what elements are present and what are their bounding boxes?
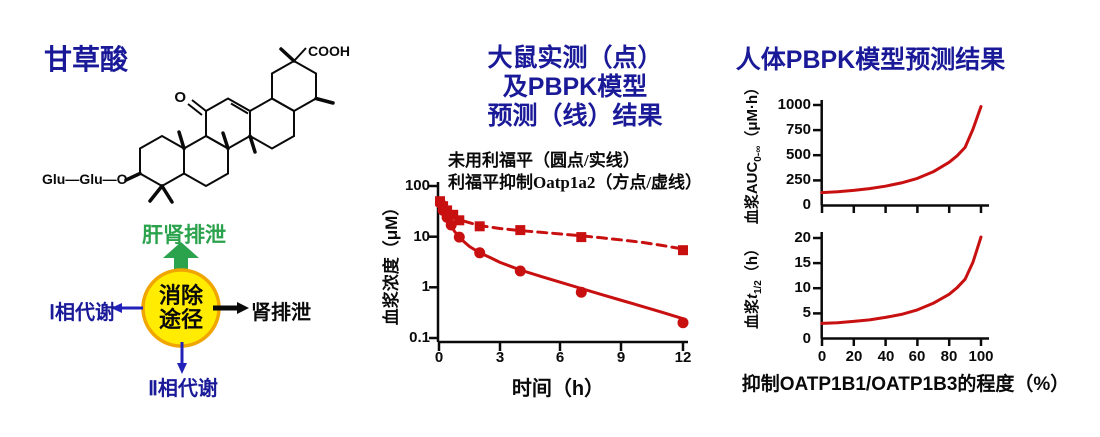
legend-no-rifampicin: 未用利福平（圆点/实线） bbox=[448, 151, 640, 170]
triterpene-rings bbox=[139, 47, 317, 188]
auc-ylabel-sub: 0-∞ bbox=[753, 145, 764, 162]
hepatorenal-excretion-label: 肝肾排泄 bbox=[142, 224, 226, 247]
rat-circle-point bbox=[514, 265, 526, 277]
hub-line-2: 途径 bbox=[158, 307, 203, 333]
rat-chart: 100 10 1 0.1 0 3 6 9 12 血浆浓度（μM） 时间（h） bbox=[370, 170, 720, 400]
t12-ytick-0: 0 bbox=[802, 330, 811, 347]
t12-ylabel-sub: 1/2 bbox=[753, 280, 764, 295]
rat-chart-plot bbox=[429, 182, 689, 351]
rat-circle-point bbox=[453, 231, 465, 243]
left-arrow bbox=[111, 303, 143, 313]
rat-xtick-6: 6 bbox=[555, 349, 565, 366]
rat-ytick-100: 100 bbox=[404, 177, 430, 194]
pathway-diagram bbox=[111, 242, 249, 374]
phase1-metabolism-label: Ⅰ相代谢 bbox=[49, 302, 115, 324]
t12-ylabel-italic: t bbox=[744, 294, 761, 300]
auc-prediction-line bbox=[820, 105, 983, 195]
rat-ytick-1: 1 bbox=[421, 278, 430, 295]
rat-square-point bbox=[448, 209, 459, 220]
compound-title: 甘草酸 bbox=[44, 44, 129, 75]
rat-ylabel: 血浆浓度（μM） bbox=[382, 198, 401, 326]
human-xtick-60: 60 bbox=[908, 348, 926, 365]
rat-xtick-3: 3 bbox=[495, 349, 505, 366]
up-block-arrow bbox=[163, 242, 199, 276]
methyl-wedges bbox=[124, 47, 335, 204]
human-series-group bbox=[820, 105, 983, 325]
rat-square-point bbox=[678, 245, 688, 256]
t12-ytick-15: 15 bbox=[794, 254, 811, 271]
ketone-double-bond bbox=[187, 99, 207, 116]
auc-ytick-1000: 1000 bbox=[777, 96, 811, 113]
human-panel-title: 人体PBPK模型预测结果 bbox=[735, 46, 1006, 74]
t12-ylabel-main: 血浆 bbox=[744, 299, 761, 330]
rat-ytick-10: 10 bbox=[413, 228, 430, 245]
cooh-label: COOH bbox=[308, 45, 350, 59]
rat-model-line-solid bbox=[437, 200, 685, 321]
hub-line-1: 消除 bbox=[158, 283, 203, 308]
auc-ylabel: 血浆AUC0-∞（μM·h） bbox=[741, 77, 764, 227]
rat-square-point bbox=[454, 215, 465, 226]
rat-xtick-9: 9 bbox=[616, 349, 626, 366]
t12-ylabel: 血浆t1/2（h） bbox=[741, 230, 764, 340]
rat-square-point bbox=[576, 232, 587, 243]
cooh-bond bbox=[293, 47, 307, 62]
human-xtick-40: 40 bbox=[877, 348, 895, 365]
rat-xlabel: 时间（h） bbox=[511, 378, 605, 400]
rat-chart-title: 大鼠实测（点） 及PBPK模型 预测（线）结果 bbox=[430, 44, 720, 131]
auc-ylabel-main: 血浆AUC bbox=[744, 161, 761, 225]
rat-xtick-0: 0 bbox=[434, 349, 444, 366]
rat-circle-point bbox=[445, 219, 457, 231]
phase2-metabolism-label: Ⅱ相代谢 bbox=[148, 378, 218, 400]
auc-ytick-750: 750 bbox=[785, 121, 811, 138]
auc-axes bbox=[813, 100, 989, 213]
rat-series-group bbox=[434, 196, 689, 329]
c12-c13-double-bond bbox=[230, 102, 249, 115]
right-arrow bbox=[213, 302, 249, 314]
down-arrow bbox=[177, 342, 187, 374]
rat-xtick-12: 12 bbox=[674, 349, 692, 366]
auc-ytick-500: 500 bbox=[785, 146, 811, 163]
rat-square-point bbox=[474, 221, 485, 232]
human-xtick-80: 80 bbox=[940, 348, 958, 365]
rat-square-point bbox=[435, 196, 445, 207]
elimination-hub-text: 消除 途径 bbox=[136, 283, 226, 333]
human-charts: 1000 750 500 250 0 20 15 10 5 0 0 20 40 … bbox=[725, 80, 1100, 410]
renal-excretion-label: 肾排泄 bbox=[251, 302, 311, 324]
rat-circle-point bbox=[677, 317, 689, 329]
rat-circle-point bbox=[575, 286, 587, 298]
human-xtick-20: 20 bbox=[845, 348, 863, 365]
t12-ytick-10: 10 bbox=[794, 279, 811, 296]
auc-ytick-0: 0 bbox=[802, 196, 811, 213]
chemical-structure: COOH O Glu—Glu—O bbox=[42, 45, 350, 204]
legend-rifampicin-oatp1a2: 利福平抑制Oatp1a2（方点/虚线） bbox=[448, 173, 703, 192]
t12-prediction-line bbox=[820, 235, 983, 325]
rat-ytick-01: 0.1 bbox=[409, 329, 430, 346]
auc-ytick-250: 250 bbox=[785, 171, 811, 188]
t12-ytick-20: 20 bbox=[794, 229, 811, 246]
human-charts-plot bbox=[813, 100, 989, 346]
t12-ylabel-unit: （h） bbox=[744, 240, 761, 281]
rat-circle-point bbox=[474, 247, 486, 259]
auc-ylabel-unit: （μM·h） bbox=[744, 79, 761, 146]
rat-title-line-1: 大鼠实测（点） bbox=[487, 44, 663, 72]
human-xlabel: 抑制OATP1B1/OATP1B3的程度（%） bbox=[741, 374, 1070, 395]
rat-square-point bbox=[515, 225, 526, 236]
ketone-oxygen-label: O bbox=[174, 89, 186, 106]
rat-title-line-3: 预测（线）结果 bbox=[487, 102, 663, 130]
t12-axes bbox=[813, 232, 989, 346]
rat-axes bbox=[429, 182, 688, 351]
rat-title-line-2: 及PBPK模型 bbox=[502, 73, 648, 101]
glycoside-label: Glu—Glu—O bbox=[42, 171, 128, 187]
human-xtick-0: 0 bbox=[817, 348, 827, 365]
rat-square-point bbox=[442, 205, 453, 216]
t12-ytick-5: 5 bbox=[802, 304, 811, 321]
human-xtick-100: 100 bbox=[968, 348, 994, 365]
